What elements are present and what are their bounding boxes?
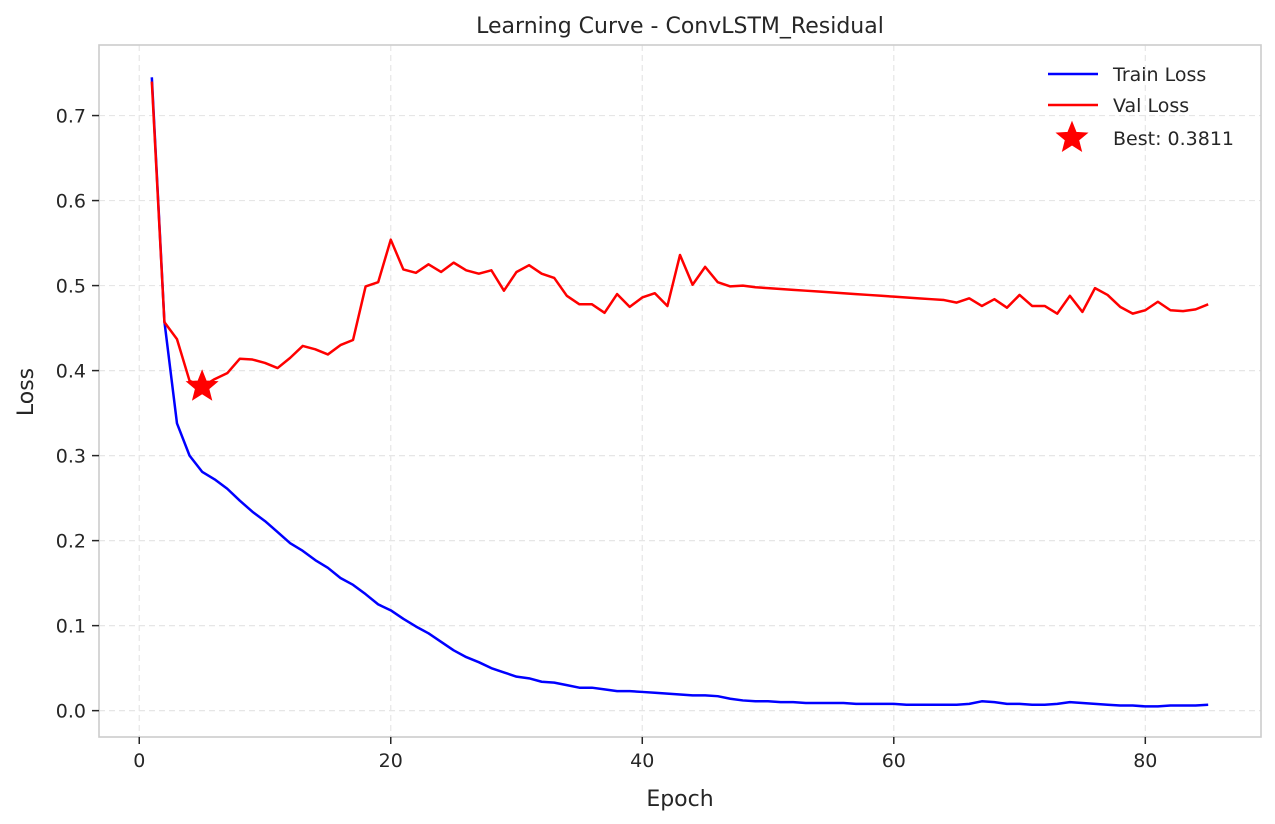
x-tick-label: 20 (379, 750, 403, 772)
y-tick-label: 0.0 (56, 701, 86, 723)
legend-label-val-loss: Val Loss (1113, 95, 1189, 117)
x-axis-label: Epoch (646, 787, 713, 812)
x-tick-label: 40 (630, 750, 654, 772)
y-tick-label: 0.7 (56, 106, 86, 128)
y-tick-label: 0.2 (56, 531, 86, 553)
y-tick-label: 0.6 (56, 191, 86, 213)
y-tick-label: 0.4 (56, 361, 86, 383)
y-axis-label: Loss (14, 368, 39, 416)
legend: Train Loss Val Loss Best: 0.3811 (1048, 64, 1234, 153)
grid-lines (99, 45, 1261, 737)
legend-label-train-loss: Train Loss (1112, 64, 1206, 86)
axis-ticks: 0 20 40 60 80 0.0 0.1 0.2 0.3 0.4 0.5 0.6 0.7 (56, 106, 1158, 772)
legend-star-icon (1055, 120, 1089, 153)
x-tick-label: 60 (882, 750, 906, 772)
val-loss-line (150, 81, 1209, 388)
chart-title: Learning Curve - ConvLSTM_Residual (476, 14, 884, 39)
y-tick-label: 0.5 (56, 276, 86, 298)
best-marker-star (185, 369, 219, 401)
y-tick-label: 0.1 (56, 616, 86, 638)
best-marker-layer (185, 369, 219, 401)
y-tick-label: 0.3 (56, 446, 86, 468)
x-tick-label: 0 (133, 750, 145, 772)
plot-frame (98, 44, 1262, 738)
x-tick-label: 80 (1133, 750, 1157, 772)
legend-label-best: Best: 0.3811 (1113, 128, 1234, 150)
series-lines (150, 77, 1209, 708)
plot-area (99, 45, 1261, 737)
train-loss-line (150, 77, 1209, 708)
